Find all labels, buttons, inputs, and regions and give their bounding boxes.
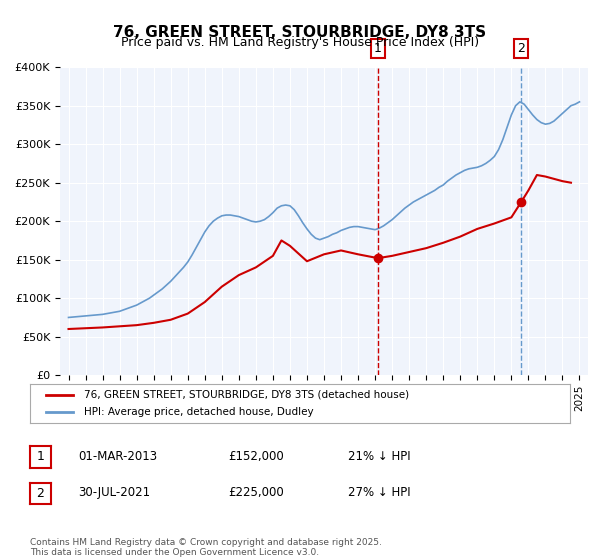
Text: 01-MAR-2013: 01-MAR-2013 <box>78 450 157 463</box>
Text: Contains HM Land Registry data © Crown copyright and database right 2025.
This d: Contains HM Land Registry data © Crown c… <box>30 538 382 557</box>
Text: 1: 1 <box>374 42 382 55</box>
Text: Price paid vs. HM Land Registry's House Price Index (HPI): Price paid vs. HM Land Registry's House … <box>121 36 479 49</box>
Text: 27% ↓ HPI: 27% ↓ HPI <box>348 486 410 500</box>
Text: 1: 1 <box>37 450 44 464</box>
Text: £152,000: £152,000 <box>228 450 284 463</box>
Text: 76, GREEN STREET, STOURBRIDGE, DY8 3TS: 76, GREEN STREET, STOURBRIDGE, DY8 3TS <box>113 25 487 40</box>
Text: 2: 2 <box>37 487 44 500</box>
Text: 21% ↓ HPI: 21% ↓ HPI <box>348 450 410 463</box>
Text: 30-JUL-2021: 30-JUL-2021 <box>78 486 150 500</box>
Text: 2: 2 <box>517 42 525 55</box>
Text: 76, GREEN STREET, STOURBRIDGE, DY8 3TS (detached house): 76, GREEN STREET, STOURBRIDGE, DY8 3TS (… <box>84 390 409 400</box>
Text: HPI: Average price, detached house, Dudley: HPI: Average price, detached house, Dudl… <box>84 407 314 417</box>
Text: £225,000: £225,000 <box>228 486 284 500</box>
